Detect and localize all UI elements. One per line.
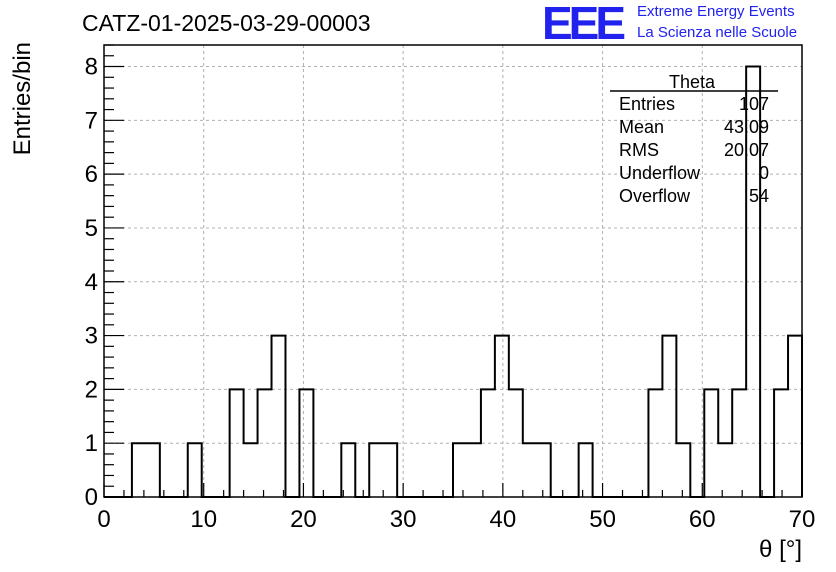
stats-row-label: Underflow xyxy=(619,163,701,183)
x-tick-label: 50 xyxy=(589,506,616,533)
x-tick-label: 10 xyxy=(190,506,217,533)
axis-tick-labels: 0 10 20 30 40 50 60 70 0 1 2 3 4 5 6 7 8 xyxy=(85,54,816,533)
histogram-series xyxy=(104,65,803,498)
y-axis-label: Entries/bin xyxy=(9,42,36,155)
stats-row-label: Mean xyxy=(619,117,664,137)
y-tick-label: 8 xyxy=(85,54,98,81)
x-tick-label: 70 xyxy=(789,506,816,533)
x-tick-label: 40 xyxy=(490,506,517,533)
y-tick-label: 7 xyxy=(85,107,98,134)
y-tick-label: 3 xyxy=(85,323,98,350)
x-axis-label: θ [°] xyxy=(759,536,802,563)
logo-line-2: La Scienza nelle Scuole xyxy=(637,24,798,41)
stats-row-value: 107 xyxy=(739,94,769,114)
stats-row-value: 20.07 xyxy=(724,140,769,160)
x-tick-label: 20 xyxy=(290,506,317,533)
axis-ticks xyxy=(103,44,803,498)
plot-frame xyxy=(103,44,803,498)
x-tick-label: 60 xyxy=(689,506,716,533)
x-tick-label: 0 xyxy=(97,506,110,533)
logo-line-1: Extreme Energy Events xyxy=(637,3,795,20)
stats-row-value: 0 xyxy=(759,163,769,183)
stats-row-value: 43.09 xyxy=(724,117,769,137)
stats-row-value: 54 xyxy=(749,186,769,206)
eee-logo: EEE xyxy=(542,0,626,49)
y-tick-label: 0 xyxy=(85,484,98,511)
x-tick-label: 30 xyxy=(390,506,417,533)
y-tick-label: 2 xyxy=(85,376,98,403)
y-tick-label: 6 xyxy=(85,161,98,188)
grid xyxy=(104,45,802,497)
y-tick-label: 1 xyxy=(85,430,98,457)
y-tick-label: 5 xyxy=(85,215,98,242)
plot-title: CATZ-01-2025-03-29-00003 xyxy=(82,10,371,36)
stats-row-label: Entries xyxy=(619,94,675,114)
y-tick-label: 4 xyxy=(85,269,98,296)
stats-row-label: RMS xyxy=(619,140,659,160)
stats-box-title: Theta xyxy=(669,72,716,92)
stats-row-label: Overflow xyxy=(619,186,691,206)
